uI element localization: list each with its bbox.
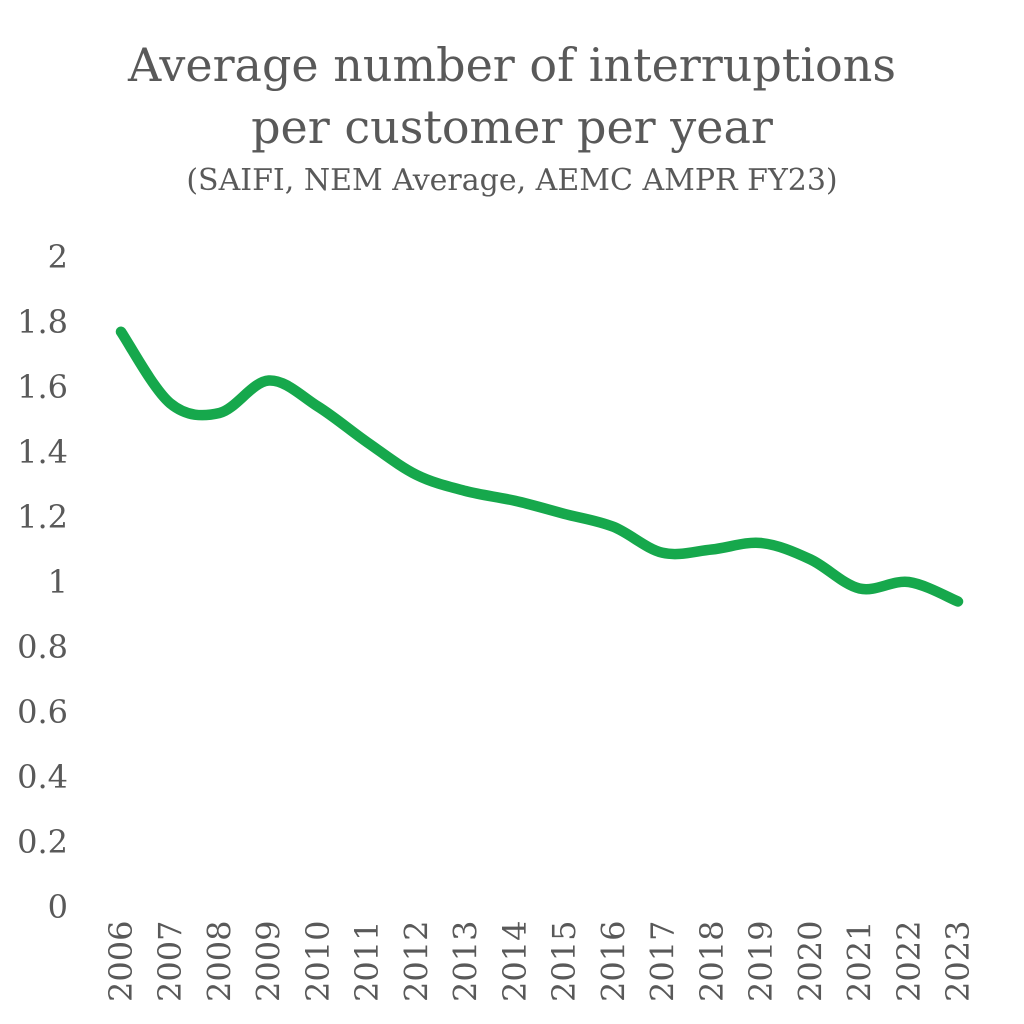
x-axis-tick-label: 2022 [890, 921, 928, 1002]
y-axis-tick-label: 1.6 [17, 368, 68, 406]
chart-title: Average number of interruptions per cust… [0, 34, 1024, 202]
x-axis-tick-label: 2006 [102, 921, 140, 1002]
x-axis-tick-label: 2017 [644, 921, 682, 1002]
x-axis-tick-label: 2020 [791, 921, 829, 1002]
y-axis-tick-label: 2 [48, 238, 68, 276]
y-axis-tick-label: 0.2 [17, 823, 68, 861]
x-axis-tick-label: 2014 [496, 921, 534, 1002]
x-axis-tick-label: 2023 [939, 921, 977, 1002]
y-axis-tick-label: 1.8 [17, 303, 68, 341]
x-axis-tick-label: 2021 [841, 921, 879, 1002]
chart-subtitle: (SAIFI, NEM Average, AEMC AMPR FY23) [186, 163, 838, 198]
y-axis-tick-label: 0.6 [17, 693, 68, 731]
x-axis-tick-label: 2018 [693, 921, 731, 1002]
y-axis-tick-label: 0.4 [17, 758, 68, 796]
y-axis-tick-label: 1.2 [17, 498, 68, 536]
y-axis-tick-label: 0 [48, 888, 68, 926]
x-axis-tick-label: 2007 [151, 921, 189, 1002]
x-axis-tick-label: 2012 [397, 921, 435, 1002]
x-axis-tick-label: 2015 [545, 921, 583, 1002]
y-axis-tick-label: 1 [48, 563, 68, 601]
chart-title-line2: per customer per year [251, 100, 773, 154]
x-axis-tick-label: 2011 [348, 921, 386, 1002]
x-axis-tick-label: 2010 [299, 921, 337, 1002]
chart-title-line1: Average number of interruptions [128, 38, 896, 92]
x-axis-tick-label: 2009 [250, 921, 288, 1002]
x-axis-tick-label: 2016 [594, 921, 632, 1002]
y-axis-tick-label: 0.8 [17, 628, 68, 666]
x-axis-tick-label: 2008 [200, 921, 238, 1002]
x-axis-tick-label: 2019 [742, 921, 780, 1002]
y-axis-tick-label: 1.4 [17, 433, 68, 471]
saifi-line-series [115, 326, 964, 607]
x-axis-tick-label: 2013 [447, 921, 485, 1002]
